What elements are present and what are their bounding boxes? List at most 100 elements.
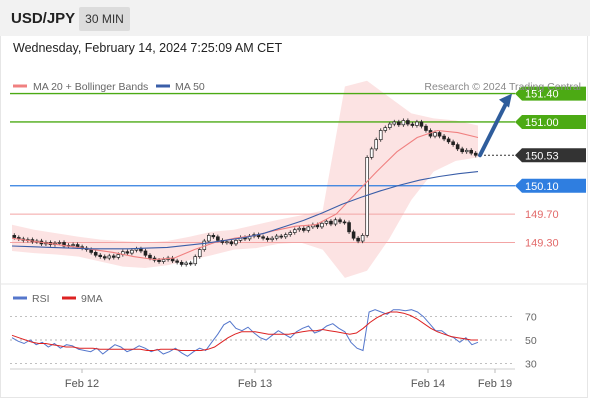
candle-bearish <box>446 138 451 143</box>
candle-bullish <box>365 157 369 236</box>
candle-bearish <box>139 248 143 252</box>
x-tick-label: Feb 13 <box>238 378 272 390</box>
candle-bullish <box>71 244 75 246</box>
candle-bullish <box>320 222 324 228</box>
candle-bearish <box>329 220 333 225</box>
candle-bearish <box>356 237 360 242</box>
forecast-arrow-shaft <box>478 101 508 158</box>
candle-bearish <box>93 252 98 256</box>
candle-bullish <box>360 235 365 242</box>
ma50-legend-label: MA 50 <box>175 81 205 93</box>
candle-bearish <box>148 254 152 259</box>
candle-bearish <box>338 219 342 223</box>
candle-bearish <box>143 250 148 256</box>
candle-bullish <box>387 123 392 128</box>
candle-bearish <box>216 236 220 241</box>
candle-bullish <box>184 262 188 265</box>
candle-bearish <box>302 227 306 231</box>
candle-bullish <box>116 254 121 258</box>
chart-frame <box>0 36 588 398</box>
candle-bullish <box>324 220 329 224</box>
symbol-title: USD/JPY <box>11 10 76 27</box>
candle-bearish <box>265 237 270 240</box>
candle-bullish <box>234 239 238 245</box>
candle-bullish <box>392 121 397 125</box>
candle-bullish <box>57 242 62 244</box>
candle-bullish <box>433 132 437 137</box>
candle-bearish <box>315 224 320 228</box>
candle-bullish <box>306 226 311 231</box>
candle-bullish <box>107 255 112 259</box>
bollinger-band-area <box>12 80 478 278</box>
candle-bearish <box>229 241 234 245</box>
candle-bearish <box>125 251 130 254</box>
candle-bearish <box>424 125 428 131</box>
resistance-value: 151.00 <box>525 117 559 129</box>
pivot-tag <box>515 178 586 193</box>
rsi-tick-label: 30 <box>525 358 537 370</box>
candle-bullish <box>270 237 274 240</box>
rsi-ma9-line <box>11 311 478 351</box>
candle-bearish <box>157 259 161 262</box>
support-value: 149.30 <box>525 237 559 249</box>
rsi-legend-label: RSI <box>32 293 50 305</box>
resistance-value: 151.40 <box>525 89 559 101</box>
candle-bullish <box>130 249 134 254</box>
candle-bullish <box>374 139 379 150</box>
support-value: 149.70 <box>525 209 559 221</box>
ma20-legend-swatch <box>13 84 27 88</box>
candle-bearish <box>342 221 347 224</box>
rsi-tick-label: 50 <box>525 335 537 347</box>
candle-bearish <box>188 262 193 265</box>
candle-bearish <box>12 235 17 238</box>
candle-bullish <box>464 149 469 153</box>
candle-bullish <box>161 259 166 262</box>
candle-bullish <box>197 249 202 257</box>
candle-bullish <box>193 256 198 265</box>
candle-bullish <box>288 232 293 236</box>
candle-bullish <box>207 235 211 242</box>
x-tick-label: Feb 14 <box>411 378 445 390</box>
ma20-legend-label: MA 20 + Bollinger Bands <box>33 81 148 93</box>
candle-bullish <box>383 127 388 131</box>
credit-label: Research © 2024 Trading Central <box>424 81 581 93</box>
candle-bearish <box>347 222 351 233</box>
candle-bearish <box>469 149 474 154</box>
candle-bearish <box>111 255 116 258</box>
x-tick-label: Feb 12 <box>65 378 99 390</box>
candle-bullish <box>283 234 288 238</box>
candle-bullish <box>378 130 383 141</box>
forecast-arrow-head <box>499 93 512 108</box>
ma9-legend-label: 9MA <box>81 293 103 305</box>
candle-bullish <box>297 227 302 231</box>
candle-bearish <box>437 132 442 137</box>
candle-bullish <box>292 229 297 233</box>
candle-bullish <box>333 219 338 225</box>
candle-bearish <box>410 123 415 126</box>
ma50-line <box>11 171 479 250</box>
candle-bullish <box>401 120 406 126</box>
ma50-legend-swatch <box>156 84 170 88</box>
candle-bullish <box>415 121 419 126</box>
x-tick-label: Feb 19 <box>478 378 512 390</box>
datetime-label: Wednesday, February 14, 2024 7:25:09 AM … <box>13 41 283 55</box>
candle-bearish <box>211 235 216 238</box>
candle-bullish <box>274 235 279 239</box>
candle-bearish <box>98 254 103 257</box>
candle-bearish <box>473 152 478 156</box>
candle-bearish <box>442 135 446 140</box>
resistance-tag <box>515 114 586 129</box>
candle-bearish <box>451 141 455 145</box>
interval-button[interactable]: 30 MIN <box>79 7 130 31</box>
rsi-line <box>11 309 479 357</box>
candle-bearish <box>351 231 356 239</box>
header-bar: USD/JPY 30 MIN <box>0 0 590 36</box>
candle-bearish <box>75 244 80 248</box>
last-price-value: 150.53 <box>525 150 559 162</box>
candle-bearish <box>175 260 179 263</box>
candle-bearish <box>102 256 107 259</box>
candle-bearish <box>455 144 460 150</box>
last-price-tag <box>515 148 586 163</box>
candle-bearish <box>406 120 410 125</box>
